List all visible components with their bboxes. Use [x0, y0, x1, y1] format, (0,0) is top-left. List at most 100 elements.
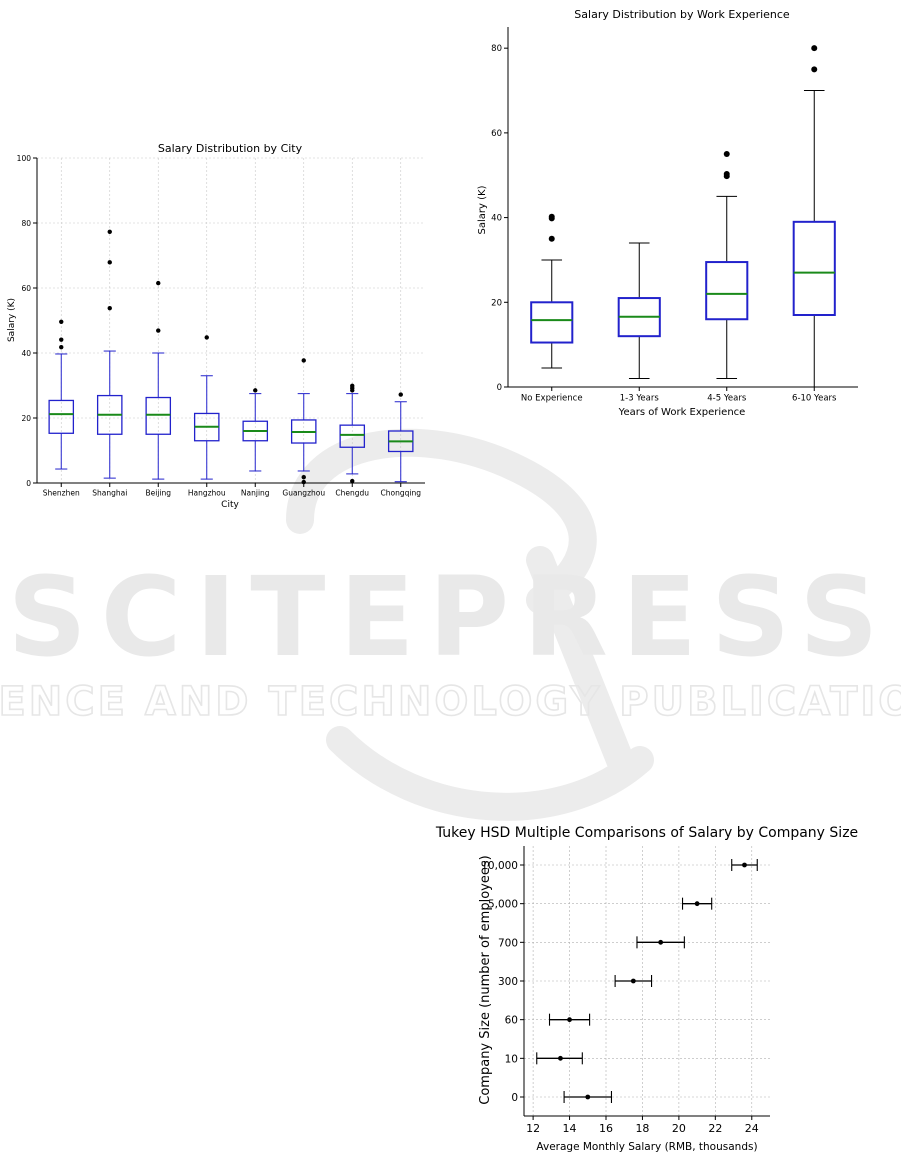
- x-tick-label: Nanjing: [241, 489, 270, 498]
- outlier-point: [107, 229, 112, 234]
- mean-point: [630, 978, 636, 984]
- x-tick-label: Shenzhen: [43, 489, 80, 498]
- errorbar-10000: [731, 859, 758, 871]
- box-iqr: [792, 220, 836, 316]
- x-tick-label: 14: [563, 1122, 577, 1135]
- y-tick-label: 100: [17, 154, 32, 163]
- x-tick-label: Chengdu: [335, 489, 369, 498]
- box-nanjing: [242, 388, 269, 472]
- outlier-point: [350, 478, 355, 484]
- x-axis-label: Years of Work Experience: [618, 407, 746, 418]
- outlier-point: [811, 66, 818, 73]
- outlier-point: [301, 474, 306, 480]
- y-axis-label: Company Size (number of employees): [478, 855, 493, 1104]
- outlier-point: [301, 358, 306, 363]
- box-iqr: [145, 396, 172, 435]
- x-tick-label: 22: [708, 1122, 722, 1135]
- x-tick-label: 16: [599, 1122, 613, 1135]
- errorbar-5000: [681, 897, 713, 910]
- outlier-point: [350, 383, 355, 389]
- box-shanghai: [96, 229, 123, 479]
- box-shenzhen: [48, 319, 75, 470]
- watermark-title: SCITEPRESS: [7, 553, 892, 681]
- y-tick-label: 10: [505, 1053, 518, 1065]
- box-iqr: [339, 424, 366, 448]
- y-tick-label: 40: [491, 214, 502, 224]
- y-tick-label: 700: [498, 937, 518, 949]
- outlier-point: [204, 335, 209, 340]
- box-6-10-years: [792, 45, 836, 388]
- outlier-point: [107, 305, 112, 311]
- box-1-3-years: [617, 242, 661, 380]
- box-chengdu: [339, 383, 366, 484]
- y-tick-label: 300: [498, 976, 518, 988]
- y-tick-label: 20: [491, 298, 502, 308]
- x-tick-label: 12: [526, 1122, 540, 1135]
- y-axis-label: Salary (K): [477, 185, 488, 234]
- box-no-experience: [530, 213, 574, 369]
- y-tick-label: 0: [497, 383, 502, 393]
- x-tick-label: 1-3 Years: [620, 394, 660, 404]
- x-tick-label: 18: [635, 1122, 649, 1135]
- errorbar-60: [548, 1013, 591, 1026]
- mean-point: [558, 1055, 563, 1061]
- mean-point: [658, 939, 664, 945]
- x-tick-label: Shanghai: [92, 489, 127, 498]
- outlier-point: [59, 337, 64, 342]
- y-tick-label: 60: [505, 1015, 518, 1027]
- x-tick-label: 6-10 Years: [792, 394, 837, 404]
- y-tick-label: 40: [21, 349, 31, 358]
- y-tick-label: 60: [491, 129, 502, 139]
- errorbar-10: [536, 1052, 583, 1065]
- box-guangzhou: [290, 358, 317, 485]
- x-axis-label: Average Monthly Salary (RMB, thousands): [536, 1141, 757, 1153]
- outlier-point: [253, 388, 258, 393]
- outlier-point: [156, 328, 161, 333]
- outlier-point: [548, 235, 555, 242]
- chart-title: Salary Distribution by Work Experience: [574, 8, 790, 21]
- y-tick-label: 80: [491, 44, 502, 54]
- y-tick-label: 5,000: [488, 899, 518, 911]
- y-tick-label: 80: [21, 219, 31, 228]
- watermark-subtitle: SCIENCE AND TECHNOLOGY PUBLICATIONS: [0, 679, 901, 725]
- outlier-point: [723, 170, 730, 177]
- mean-point: [742, 862, 747, 868]
- outlier-point: [156, 280, 161, 286]
- chart-title: Salary Distribution by City: [158, 142, 303, 155]
- box-hangzhou: [193, 335, 220, 480]
- box-iqr: [48, 399, 75, 434]
- y-tick-label: 0: [511, 1092, 518, 1104]
- watermark-swoosh-lower: [326, 726, 654, 821]
- x-tick-label: No Experience: [521, 394, 583, 404]
- x-tick-label: 24: [745, 1122, 759, 1135]
- outlier-point: [59, 319, 64, 324]
- outlier-point: [548, 213, 555, 220]
- box-beijing: [145, 280, 172, 480]
- errorbar-300: [614, 975, 653, 987]
- outlier-point: [107, 260, 112, 265]
- x-axis-label: City: [221, 500, 239, 510]
- box-iqr: [530, 301, 574, 344]
- outlier-point: [723, 151, 730, 158]
- outlier-point: [59, 344, 64, 350]
- x-tick-label: Beijing: [145, 489, 171, 498]
- y-tick-label: 0: [26, 479, 31, 488]
- x-tick-label: Hangzhou: [188, 489, 226, 498]
- mean-point: [585, 1094, 591, 1100]
- y-tick-label: 10,000: [481, 860, 518, 872]
- watermark-logo: [286, 428, 654, 821]
- outlier-point: [811, 45, 818, 52]
- box-iqr: [705, 261, 749, 321]
- y-tick-label: 20: [21, 414, 31, 423]
- errorbar-0: [563, 1091, 613, 1103]
- errorbar-700: [636, 936, 685, 949]
- chart-title: Tukey HSD Multiple Comparisons of Salary…: [435, 825, 858, 841]
- x-tick-label: Chongqing: [381, 489, 422, 498]
- mean-point: [694, 901, 700, 907]
- box-4-5-years: [705, 151, 749, 380]
- x-tick-label: 20: [672, 1122, 686, 1135]
- watermark-swoosh-upper: [286, 428, 597, 614]
- mean-point: [567, 1017, 572, 1023]
